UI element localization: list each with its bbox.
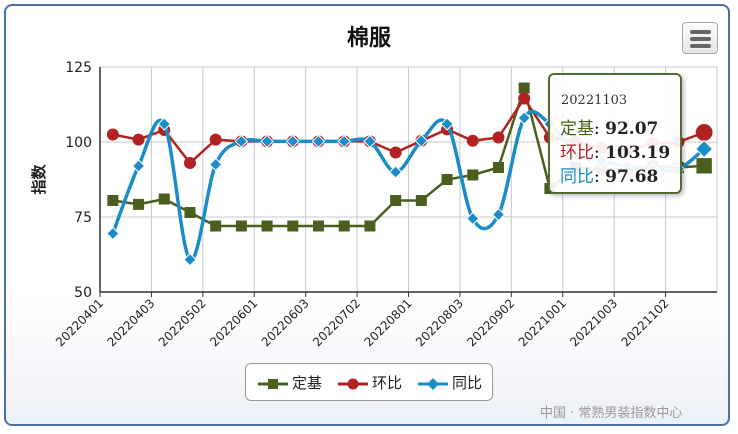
point-tongbi [363,134,377,149]
x-tick-label: 20220702 [310,296,363,349]
point-dingji [364,220,376,232]
tooltip-row-huanbi: 环比: 103.19 [560,143,671,163]
hamburger-icon [690,44,711,48]
legend-label: 环比 [372,374,403,392]
x-tick-label: 20221003 [567,296,620,349]
point-tongbi [388,165,403,179]
point-tongbi [208,157,223,172]
point-dingji [261,220,273,232]
tooltip-row-tongbi: 同比: 97.68 [560,167,659,187]
point-dingji [338,220,350,232]
x-tick-label: 20220502 [156,296,209,349]
y-tick-label: 100 [65,135,92,151]
chart-menu-button[interactable] [682,22,718,54]
x-tick-label: 20220801 [362,296,415,349]
y-axis-label: 指数 [30,164,48,195]
legend-label: 定基 [292,374,323,392]
point-tongbi [286,134,300,149]
point-dingji [210,220,222,232]
point-dingji [467,169,479,181]
y-tick-label: 125 [65,60,92,76]
y-tick-label: 75 [74,210,92,226]
data-tooltip: 20221103 定基: 92.07 环比: 103.19 同比: 97.68 [548,73,682,194]
point-dingji [696,158,712,174]
legend-item-dingji[interactable]: 定基 [258,372,322,393]
point-huanbi [389,146,402,159]
point-tongbi [183,252,197,267]
point-dingji [492,162,504,173]
point-dingji [313,220,325,232]
square-marker-icon [258,378,288,389]
tooltip-date: 20221103 [561,93,628,108]
point-dingji [133,198,145,210]
point-tongbi [337,134,351,149]
point-huanbi [695,124,713,141]
diamond-marker-icon [418,377,448,390]
point-tongbi [311,134,326,149]
legend: 定基 环比 同比 [245,363,493,401]
point-dingji [107,195,119,206]
y-tick-label: 50 [74,285,92,301]
point-dingji [441,174,453,185]
x-tick-label: 20220401 [53,296,106,349]
point-dingji [287,220,299,232]
point-tongbi [106,226,120,241]
x-tick-label: 20220601 [207,296,260,349]
point-tongbi [414,134,429,148]
point-huanbi [183,157,196,169]
point-dingji [390,195,402,206]
point-dingji [235,220,247,232]
point-tongbi [695,139,714,159]
x-tick-label: 20220403 [104,296,157,349]
point-huanbi [106,128,119,141]
tooltip-row-dingji: 定基: 92.07 [560,119,659,139]
point-tongbi [491,207,506,222]
point-huanbi [209,133,222,146]
point-tongbi [466,211,480,226]
x-tick-label: 20220902 [464,296,517,349]
hamburger-icon [690,37,711,41]
x-tick-label: 20221001 [516,296,569,349]
point-tongbi [234,134,249,149]
legend-label: 同比 [452,374,483,392]
x-tick-label: 20221102 [619,296,672,349]
legend-item-huanbi[interactable]: 环比 [338,372,402,393]
point-dingji [518,82,530,94]
x-tick-label: 20220803 [413,296,466,349]
point-dingji [184,207,196,218]
chart-title: 棉服 [346,26,391,51]
point-dingji [415,195,427,206]
x-tick-label: 20220603 [259,296,312,349]
circle-marker-icon [338,378,368,389]
point-huanbi [132,133,145,146]
point-tongbi [157,117,171,131]
point-huanbi [518,92,531,105]
point-tongbi [260,134,274,149]
point-dingji [158,193,170,205]
legend-item-tongbi[interactable]: 同比 [418,372,482,393]
point-huanbi [466,134,479,147]
point-tongbi [440,117,454,131]
point-huanbi [492,131,505,144]
point-tongbi [131,159,146,173]
credit-text[interactable]: 中国 · 常熟男装指数中心 [540,406,683,421]
point-tongbi [517,111,531,125]
hamburger-icon [690,30,711,34]
